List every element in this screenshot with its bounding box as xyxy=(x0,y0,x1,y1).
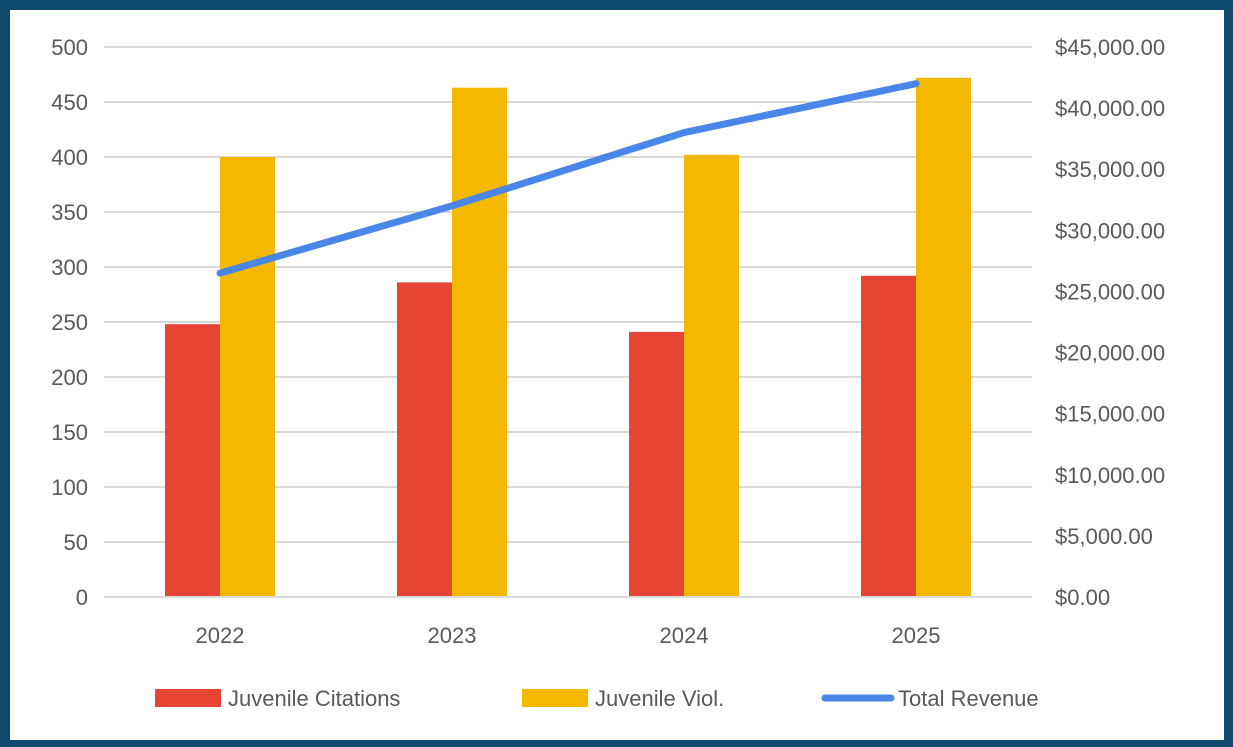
y-left-tick-label: 300 xyxy=(51,255,88,280)
y-left-tick-label: 50 xyxy=(64,530,88,555)
y-right-tick-label: $5,000.00 xyxy=(1055,524,1153,549)
y-right-tick-label: $0.00 xyxy=(1055,585,1110,610)
y-right-tick-label: $45,000.00 xyxy=(1055,35,1165,60)
line-total-revenue xyxy=(216,80,920,277)
y-right-tick-label: $35,000.00 xyxy=(1055,157,1165,182)
y-left-tick-label: 500 xyxy=(51,35,88,60)
y-right-tick-label: $25,000.00 xyxy=(1055,279,1165,304)
bar-juvenile-viol-2023 xyxy=(452,87,507,597)
revenue-line xyxy=(216,80,920,277)
y-left-tick-label: 0 xyxy=(76,585,88,610)
x-tick-label: 2024 xyxy=(660,623,709,648)
y-right-tick-label: $20,000.00 xyxy=(1055,341,1165,366)
bar-juvenile-citations-2023 xyxy=(397,282,452,597)
x-tick-label: 2025 xyxy=(892,623,941,648)
bar-juvenile-viol-2025 xyxy=(916,77,971,598)
bar-juvenile-viol-2022 xyxy=(220,157,275,597)
legend-label-juvenile-viol: Juvenile Viol. xyxy=(595,686,724,711)
y-right-tick-label: $40,000.00 xyxy=(1055,96,1165,121)
y-left-tick-label: 350 xyxy=(51,200,88,225)
bars xyxy=(165,77,971,598)
bar-juvenile-citations-2022 xyxy=(165,324,220,597)
y-right-tick-label: $15,000.00 xyxy=(1055,402,1165,427)
bar-juvenile-citations-2025 xyxy=(861,275,916,597)
combo-chart: 0 50 100 150 200 250 300 350 400 450 500 $0.00 $5,00… xyxy=(51,35,1165,711)
y-left-tick-label: 400 xyxy=(51,145,88,170)
x-tick-label: 2022 xyxy=(196,623,245,648)
bar-juvenile-viol-2024 xyxy=(684,154,739,598)
y-left-tick-label: 250 xyxy=(51,310,88,335)
legend-swatch-juvenile-citations xyxy=(155,689,221,707)
legend-swatch-juvenile-viol xyxy=(522,689,588,707)
legend: Juvenile Citations Juvenile Viol. Total Re… xyxy=(155,686,1039,711)
y-right-tick-label: $30,000.00 xyxy=(1055,218,1165,243)
y-right-tick-label: $10,000.00 xyxy=(1055,463,1165,488)
chart-panel: 0 50 100 150 200 250 300 350 400 450 500 $0.00 $5,00… xyxy=(10,10,1224,740)
y-left-tick-label: 100 xyxy=(51,475,88,500)
x-tick-label: 2023 xyxy=(428,623,477,648)
legend-label-juvenile-citations: Juvenile Citations xyxy=(228,686,400,711)
axes: 0 50 100 150 200 250 300 350 400 450 500 $0.00 $5,00… xyxy=(51,35,1165,648)
y-left-tick-label: 200 xyxy=(51,365,88,390)
y-left-tick-label: 450 xyxy=(51,90,88,115)
legend-label-total-revenue: Total Revenue xyxy=(898,686,1039,711)
bar-juvenile-citations-2024 xyxy=(629,331,684,597)
y-left-tick-label: 150 xyxy=(51,420,88,445)
